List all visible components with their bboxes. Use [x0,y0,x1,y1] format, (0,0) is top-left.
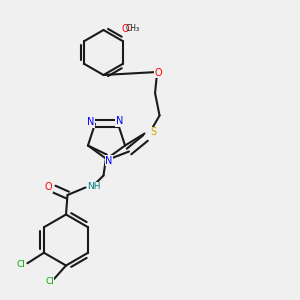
Text: CH₃: CH₃ [126,24,140,33]
Text: Cl: Cl [45,278,54,286]
Text: S: S [150,127,156,137]
Text: NH: NH [87,182,101,191]
Text: N: N [87,117,94,127]
Text: Cl: Cl [17,260,26,269]
Text: N: N [105,155,112,166]
Text: O: O [45,182,52,193]
Text: O: O [154,68,162,78]
Text: N: N [116,116,123,126]
Text: O: O [122,23,129,34]
